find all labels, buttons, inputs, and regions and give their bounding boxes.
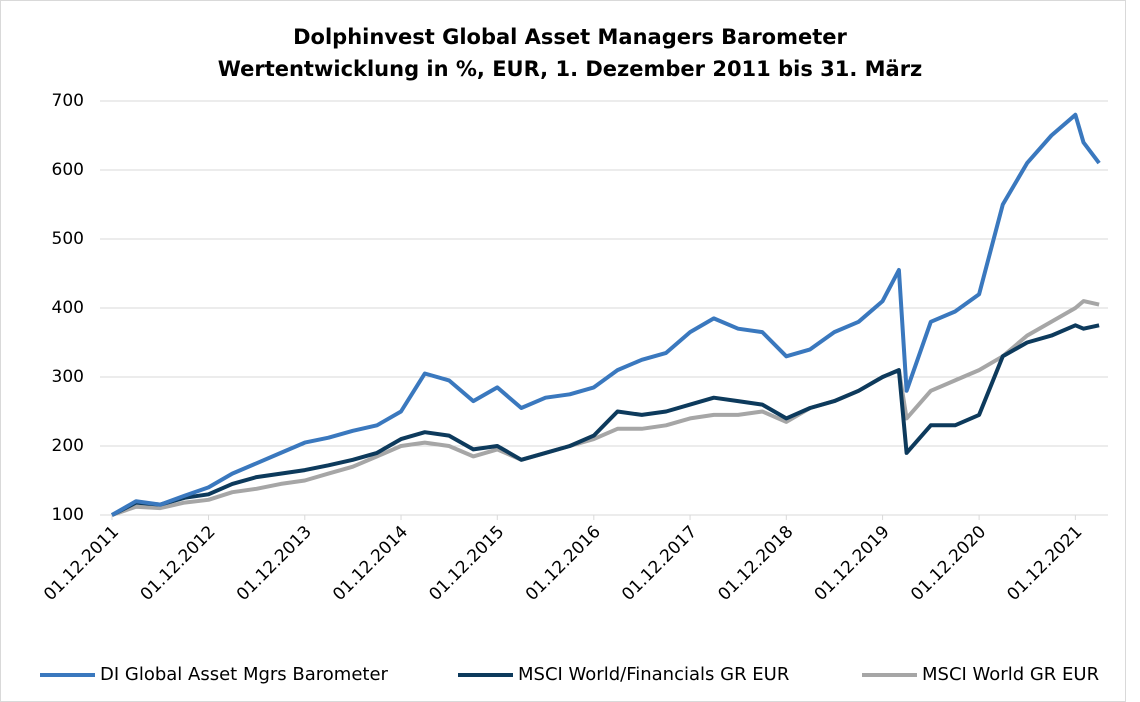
y-tick-label: 700: [52, 91, 84, 111]
chart-title: Dolphinvest Global Asset Managers Barome…: [293, 25, 847, 49]
y-tick-label: 400: [52, 298, 84, 318]
y-tick-label: 200: [52, 436, 84, 456]
legend-label: DI Global Asset Mgrs Barometer: [100, 664, 389, 685]
legend-label: MSCI World GR EUR: [922, 664, 1099, 685]
legend-label: MSCI World/Financials GR EUR: [518, 664, 789, 685]
y-tick-label: 600: [52, 160, 84, 180]
series-line: [111, 323, 1100, 517]
chart-subtitle: Wertentwicklung in %, EUR, 1. Dezember 2…: [218, 57, 923, 81]
series-line: [111, 112, 1101, 517]
series-line: [111, 299, 1100, 517]
y-tick-label: 300: [52, 367, 84, 387]
y-tick-label: 100: [52, 505, 84, 525]
y-tick-label: 500: [52, 229, 84, 249]
